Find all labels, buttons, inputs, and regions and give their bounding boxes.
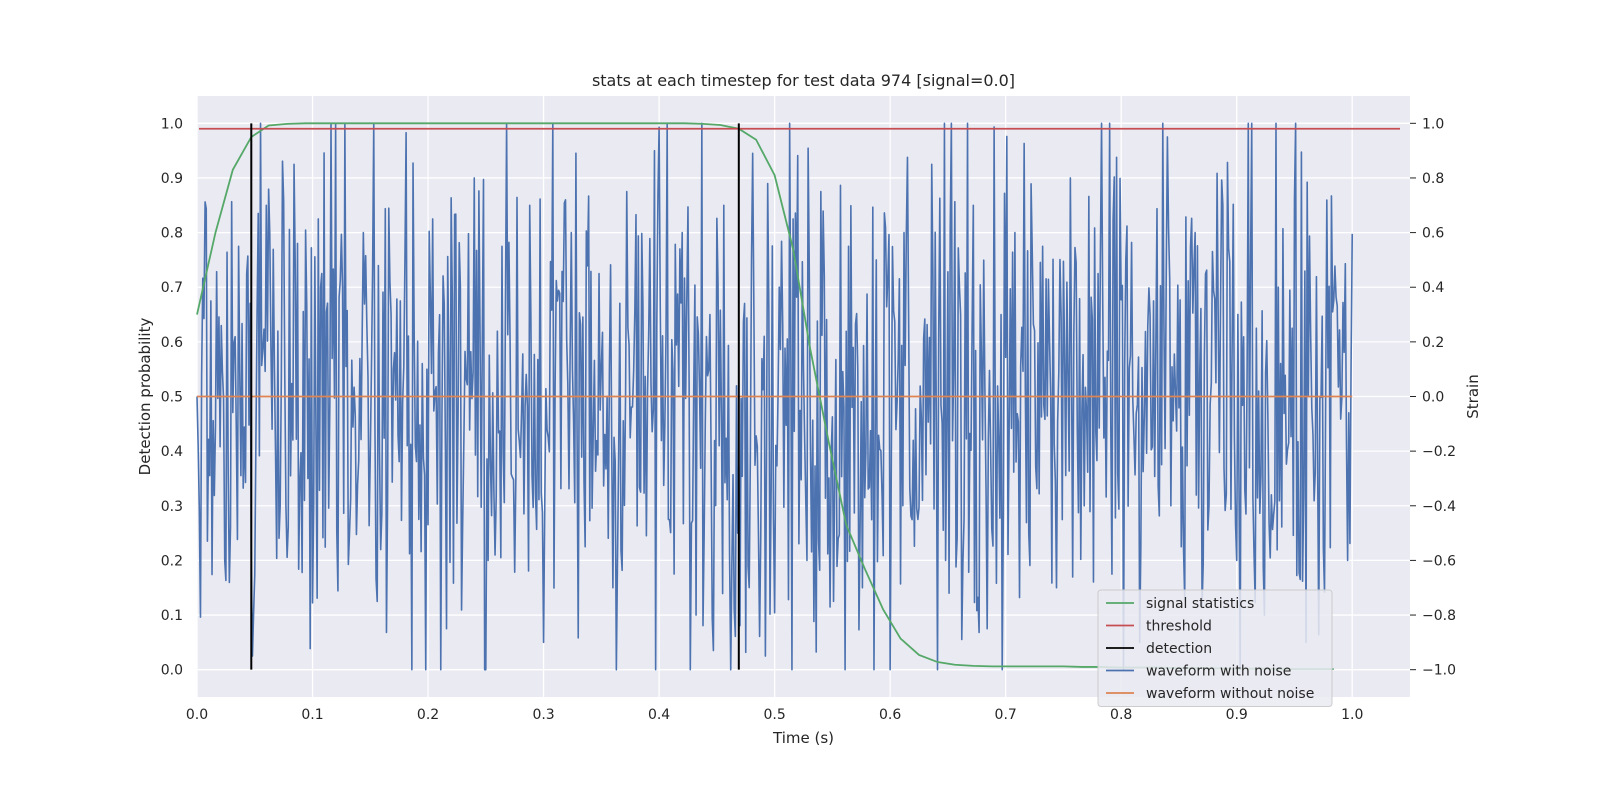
x-tick-label: 0.4	[648, 707, 670, 723]
left-axis-label: Detection probability	[136, 318, 154, 476]
x-tick-label: 0.5	[763, 707, 785, 723]
right-tick-label: −0.4	[1422, 499, 1456, 515]
x-tick-label: 0.0	[186, 707, 208, 723]
x-tick-label: 0.1	[301, 707, 323, 723]
x-tick-label: 0.9	[1226, 707, 1248, 723]
left-axis-ticks: 0.0 0.1 0.2 0.3 0.4 0.5 0.6 0.7 0.8 0.9 1.0	[161, 116, 183, 678]
right-tick-label: 0.2	[1422, 335, 1444, 351]
x-tick-label: 0.6	[879, 707, 901, 723]
left-tick-label: 0.0	[161, 663, 183, 679]
right-tick-label: −0.6	[1422, 553, 1456, 569]
legend-label: threshold	[1146, 619, 1212, 635]
left-tick-label: 1.0	[161, 116, 183, 132]
legend-label: detection	[1146, 641, 1212, 657]
right-tick-label: −0.8	[1422, 608, 1456, 624]
x-tick-label: 0.3	[532, 707, 554, 723]
chart-title: stats at each timestep for test data 974…	[592, 71, 1015, 90]
right-tick-label: −0.2	[1422, 444, 1456, 460]
left-tick-label: 0.6	[161, 335, 183, 351]
right-tick-label: 1.0	[1422, 116, 1444, 132]
right-axis-ticks: −1.0 −0.8 −0.6 −0.4 −0.2 0.0 0.2 0.4 0.6 0.8 1.0	[1410, 116, 1456, 679]
right-tick-label: 0.8	[1422, 171, 1444, 187]
x-tick-label: 0.8	[1110, 707, 1132, 723]
x-tick-label: 1.0	[1341, 707, 1363, 723]
x-tick-label: 0.7	[995, 707, 1017, 723]
left-tick-label: 0.2	[161, 553, 183, 569]
legend: signal statistics threshold detection wavef…	[1097, 589, 1333, 707]
x-axis-ticks: 0.0 0.1 0.2 0.3 0.4 0.5 0.6 0.7 0.8 0.9 1.0	[186, 707, 1364, 723]
left-tick-label: 0.3	[161, 499, 183, 515]
right-tick-label: −1.0	[1422, 663, 1456, 679]
left-tick-label: 0.9	[161, 171, 183, 187]
left-tick-label: 0.4	[161, 444, 183, 460]
series-layer	[196, 122, 1400, 671]
x-tick-label: 0.2	[417, 707, 439, 723]
legend-label: waveform with noise	[1146, 664, 1291, 680]
left-tick-label: 0.5	[161, 390, 183, 406]
left-tick-label: 0.1	[161, 608, 183, 624]
right-axis-label: Strain	[1464, 374, 1482, 418]
right-tick-label: 0.0	[1422, 390, 1444, 406]
legend-label: signal statistics	[1146, 596, 1254, 612]
legend-label: waveform without noise	[1146, 686, 1314, 702]
left-tick-label: 0.7	[161, 280, 183, 296]
right-tick-label: 0.4	[1422, 280, 1444, 296]
series-waveform-with-noise	[196, 122, 1354, 671]
right-tick-label: 0.6	[1422, 226, 1444, 242]
legend-box	[1097, 589, 1333, 707]
x-axis-label: Time (s)	[772, 729, 834, 747]
left-tick-label: 0.8	[161, 226, 183, 242]
